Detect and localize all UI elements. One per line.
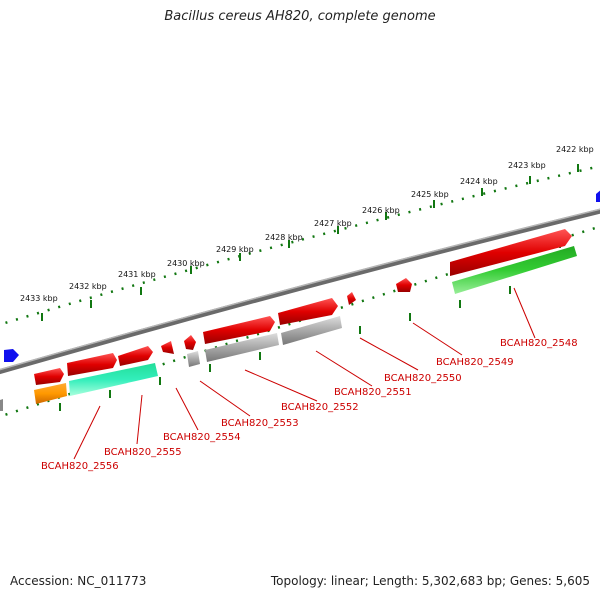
blue-marker-right: [596, 190, 600, 202]
gene-arrow-2551: [278, 298, 338, 325]
blue-marker-left: [4, 349, 19, 362]
kbp-tick-2423: 2423 kbp: [508, 161, 546, 170]
kbp-tick-2430: 2430 kbp: [167, 259, 205, 268]
gene-arrow-2555: [161, 341, 174, 354]
gene-arrow-2553: [203, 316, 275, 344]
map-title: Bacillus cereus AH820, complete genome: [164, 9, 436, 24]
cds-green-2548: [452, 246, 577, 294]
cds-gray-2551: [281, 316, 342, 345]
gene-label-2553: BCAH820_2553: [221, 418, 299, 429]
kbp-tick-2428: 2428 kbp: [265, 233, 303, 242]
gene-arrow-2550: [347, 292, 356, 305]
gene-arrow-2556c: [34, 368, 64, 385]
topology-text: Topology: linear; Length: 5,302,683 bp; …: [270, 574, 590, 588]
gene-label-2550: BCAH820_2550: [384, 373, 462, 384]
gray-marker-left: [0, 399, 3, 411]
forward-genes: [34, 229, 572, 385]
cds-gray-2552: [205, 333, 279, 362]
kbp-tick-2426: 2426 kbp: [362, 206, 400, 215]
gene-label-2556: BCAH820_2556: [41, 461, 119, 472]
cds-teal-2556: [69, 363, 158, 396]
kbp-tick-2433: 2433 kbp: [20, 294, 58, 303]
kbp-tick-2431: 2431 kbp: [118, 270, 156, 279]
kbp-tick-2429: 2429 kbp: [216, 245, 254, 254]
cds-orange-2556: [34, 383, 67, 404]
kbp-tick-2427: 2427 kbp: [314, 219, 352, 228]
kbp-tick-2424: 2424 kbp: [460, 177, 498, 186]
gene-arrow-2556a: [118, 346, 153, 366]
gene-label-2549: BCAH820_2549: [436, 357, 514, 368]
major-ticks: [41, 164, 579, 321]
gene-arrow-2549: [396, 278, 412, 292]
gene-label-2554: BCAH820_2554: [163, 432, 241, 443]
gene-label-2548: BCAH820_2548: [500, 338, 578, 349]
gene-label-2555: BCAH820_2555: [104, 447, 182, 458]
gene-label-2552: BCAH820_2552: [281, 402, 359, 413]
accession-text: Accession: NC_011773: [10, 574, 147, 588]
gene-label-2551: BCAH820_2551: [334, 387, 412, 398]
reverse-genes: [34, 246, 577, 404]
kbp-tick-2422: 2422 kbp: [556, 145, 594, 154]
label-leaders: [73, 287, 536, 460]
gene-arrow-2554: [184, 335, 196, 350]
gene-arrow-2548: [450, 229, 572, 276]
genome-track: [0, 208, 600, 375]
kbp-tick-2425: 2425 kbp: [411, 190, 449, 199]
kbp-tick-2432: 2432 kbp: [69, 282, 107, 291]
cds-gray-2554: [187, 351, 200, 367]
gene-arrow-2556b: [67, 353, 117, 376]
